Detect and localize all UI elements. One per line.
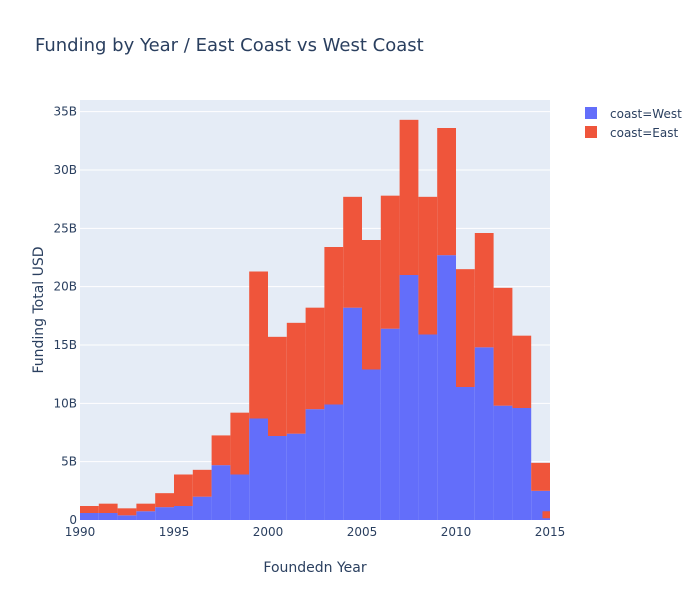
bar-east[interactable] (493, 287, 513, 406)
bar-east[interactable] (380, 195, 400, 329)
y-axis: 0 5B 10B 15B 20B 25B 30B 35B (53, 105, 77, 527)
legend-swatch (585, 107, 597, 119)
bar-east[interactable] (155, 493, 174, 508)
y-tick-label: 25B (53, 221, 77, 235)
bar-east[interactable] (192, 469, 212, 497)
bar-east[interactable] (230, 412, 250, 475)
y-axis-title: Funding Total USD (31, 246, 47, 373)
bar-west[interactable] (268, 436, 287, 520)
x-axis-title: Foundedn Year (263, 560, 366, 576)
bar-east[interactable] (80, 506, 99, 513)
bar-west[interactable] (324, 404, 344, 521)
legend-label: coast=West (610, 107, 682, 121)
legend-item[interactable]: coast=East (585, 126, 678, 140)
bar-east[interactable] (117, 508, 137, 516)
x-tick-label: 2000 (253, 525, 284, 539)
bar-west[interactable] (380, 328, 400, 520)
bar-west[interactable] (418, 334, 438, 521)
bar-west[interactable] (230, 474, 250, 521)
x-tick-label: 2015 (535, 525, 566, 539)
bar-west[interactable] (211, 465, 231, 520)
bar-east[interactable] (343, 196, 362, 308)
bar-east[interactable] (136, 503, 156, 512)
y-tick-label: 5B (61, 455, 77, 469)
bar-west[interactable] (192, 496, 212, 520)
legend-swatch (585, 126, 597, 138)
bar-east[interactable] (437, 128, 456, 256)
bar-east[interactable] (418, 196, 438, 335)
bar-east[interactable] (249, 271, 268, 419)
chart-title: Funding by Year / East Coast vs West Coa… (35, 35, 424, 56)
y-tick-label: 35B (53, 105, 77, 119)
bar-west[interactable] (249, 418, 268, 521)
bar-west[interactable] (437, 255, 456, 520)
bar-east[interactable] (542, 511, 550, 519)
y-tick-label: 10B (53, 396, 77, 410)
bar-west[interactable] (542, 518, 550, 520)
bar-east[interactable] (531, 462, 550, 491)
bar-east[interactable] (286, 322, 306, 434)
bar-east[interactable] (211, 435, 231, 466)
bar-west[interactable] (305, 409, 325, 520)
bar-west[interactable] (456, 387, 475, 520)
bar-east[interactable] (98, 503, 118, 513)
bar-east[interactable] (174, 474, 193, 507)
x-tick-label: 1990 (65, 525, 96, 539)
bar-west[interactable] (343, 307, 362, 520)
bar-west[interactable] (399, 275, 419, 520)
x-tick-label: 2010 (441, 525, 472, 539)
bar-west[interactable] (362, 369, 381, 521)
bar-west[interactable] (80, 513, 99, 520)
bar-east[interactable] (324, 247, 344, 405)
bar-west[interactable] (286, 433, 306, 520)
x-axis: 1990 1995 2000 2005 2010 2015 (65, 525, 566, 539)
legend-label: coast=East (610, 126, 678, 140)
bar-west[interactable] (493, 405, 513, 520)
legend[interactable]: coast=West coast=East (585, 107, 682, 140)
bar-east[interactable] (474, 233, 494, 348)
bar-east[interactable] (305, 307, 325, 410)
bar-east[interactable] (512, 335, 532, 408)
x-tick-label: 1995 (159, 525, 190, 539)
y-tick-label: 15B (53, 338, 77, 352)
bar-west[interactable] (136, 511, 156, 520)
y-tick-label: 20B (53, 280, 77, 294)
bar-east[interactable] (456, 269, 475, 387)
y-tick-label: 30B (53, 163, 77, 177)
bar-east[interactable] (268, 336, 287, 436)
bar-east[interactable] (362, 240, 381, 370)
bar-west[interactable] (174, 506, 193, 520)
bar-west[interactable] (98, 513, 118, 520)
x-tick-label: 2005 (347, 525, 378, 539)
y-tick-label: 0 (69, 513, 77, 527)
bar-west[interactable] (474, 347, 494, 520)
legend-item[interactable]: coast=West (585, 107, 682, 121)
bar-east[interactable] (399, 119, 419, 275)
bars (80, 119, 550, 521)
bar-west[interactable] (512, 408, 532, 520)
bar-west[interactable] (155, 507, 174, 520)
bar-west[interactable] (117, 515, 137, 520)
